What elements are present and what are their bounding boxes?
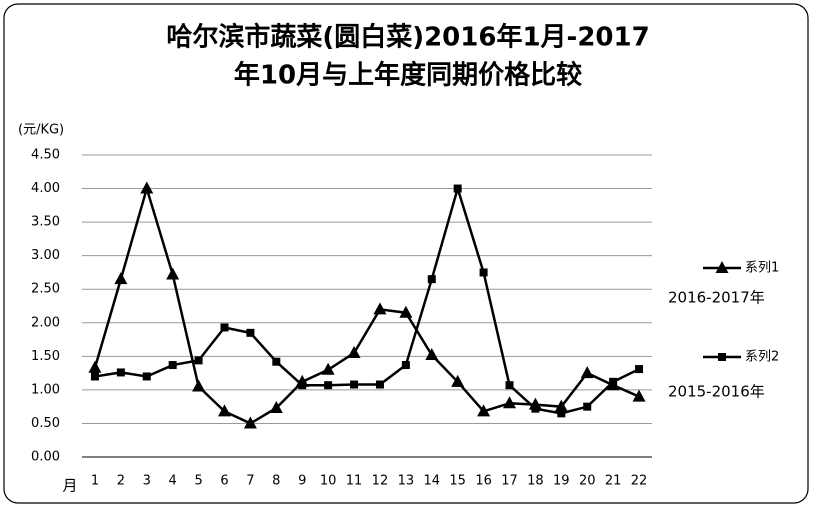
- point-marker: [114, 272, 128, 285]
- x-tick-label: 6: [220, 474, 228, 489]
- y-tick-label: 3.50: [31, 215, 60, 230]
- point-marker: [88, 360, 102, 373]
- y-tick-label: 1.00: [31, 382, 60, 397]
- point-marker: [220, 323, 229, 332]
- point-marker: [635, 365, 644, 374]
- x-tick-label: 10: [320, 474, 337, 489]
- point-marker: [166, 267, 180, 280]
- point-marker: [243, 416, 257, 429]
- x-tick-label: 8: [272, 474, 280, 489]
- chart-title: 年10月与上年度同期价格比较: [234, 60, 582, 91]
- point-marker: [350, 380, 359, 389]
- x-tick-label: 21: [605, 474, 622, 489]
- x-tick-label: 20: [579, 474, 596, 489]
- x-tick-label: 15: [449, 474, 466, 489]
- point-marker: [269, 401, 283, 414]
- x-tick-label: 4: [169, 474, 177, 489]
- chart-border: [3, 3, 809, 504]
- point-marker: [451, 374, 465, 387]
- point-marker: [557, 409, 566, 418]
- x-tick-label: 17: [501, 474, 518, 489]
- point-marker: [401, 361, 410, 370]
- x-tick-label: 9: [298, 474, 306, 489]
- x-tick-label: 1: [91, 474, 99, 489]
- point-marker: [427, 275, 436, 284]
- point-marker: [192, 379, 206, 392]
- point-marker: [554, 399, 568, 412]
- point-marker: [503, 396, 516, 409]
- chart-title: 哈尔滨市蔬菜(圆白菜)2016年1月-2017: [166, 22, 649, 53]
- x-tick-label: 22: [631, 474, 648, 489]
- point-marker: [298, 381, 307, 390]
- point-marker: [90, 372, 99, 381]
- y-tick-label: 1.50: [31, 349, 60, 364]
- y-axis-label: (元/KG): [18, 123, 64, 138]
- point-marker: [375, 380, 384, 389]
- legend-label: 系列1: [745, 261, 779, 276]
- point-marker: [580, 366, 594, 379]
- point-marker: [347, 345, 361, 358]
- point-marker: [609, 377, 618, 386]
- x-tick-label: 14: [423, 474, 440, 489]
- x-tick-label: 7: [246, 474, 254, 489]
- point-marker: [505, 381, 514, 390]
- point-marker: [425, 347, 439, 360]
- x-tick-label: 19: [553, 474, 570, 489]
- series-annotation: 2016-2017年: [668, 289, 765, 307]
- point-marker: [142, 372, 151, 381]
- legend-marker: [715, 261, 729, 273]
- point-marker: [321, 362, 335, 375]
- x-tick-label: 12: [372, 474, 389, 489]
- series-annotation: 2015-2016年: [668, 383, 765, 401]
- x-tick-label: 5: [194, 474, 202, 489]
- y-tick-label: 0.50: [31, 416, 60, 431]
- x-tick-label: 2: [117, 474, 125, 489]
- point-marker: [140, 181, 154, 194]
- y-tick-label: 2.00: [31, 315, 60, 330]
- y-tick-label: 3.00: [31, 248, 60, 263]
- y-tick-label: 4.50: [31, 148, 60, 163]
- series-line: [94, 184, 640, 415]
- point-marker: [453, 184, 462, 193]
- x-tick-label: 16: [475, 474, 492, 489]
- point-marker: [218, 404, 231, 417]
- series-line: [93, 184, 640, 425]
- legend-marker: [718, 353, 726, 361]
- point-marker: [324, 381, 333, 390]
- x-tick-label: 13: [398, 474, 415, 489]
- point-marker: [246, 328, 255, 337]
- point-marker: [531, 404, 540, 413]
- legend-label: 系列2: [745, 350, 779, 365]
- point-marker: [168, 361, 177, 370]
- point-marker: [399, 305, 413, 318]
- point-marker: [272, 357, 281, 366]
- y-tick-label: 2.50: [31, 282, 60, 297]
- y-tick-label: 0.00: [31, 450, 60, 465]
- point-marker: [373, 302, 387, 315]
- point-marker: [116, 368, 125, 377]
- point-marker: [194, 356, 203, 365]
- point-marker: [632, 389, 646, 402]
- x-tick-label: 11: [346, 474, 363, 489]
- x-axis-label: 月: [62, 477, 77, 495]
- x-tick-label: 3: [143, 474, 151, 489]
- x-tick-label: 18: [527, 474, 544, 489]
- point-marker: [583, 402, 592, 411]
- y-tick-label: 4.00: [31, 181, 60, 196]
- point-marker: [477, 404, 491, 417]
- point-marker: [479, 268, 488, 277]
